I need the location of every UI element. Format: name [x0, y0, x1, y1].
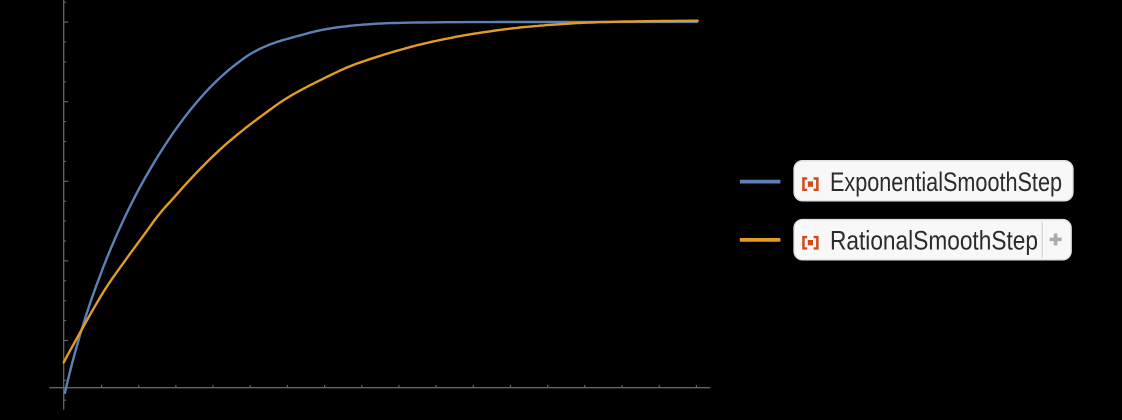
svg-text:RationalSmoothStep: RationalSmoothStep [830, 226, 1038, 256]
svg-text:ExponentialSmoothStep: ExponentialSmoothStep [830, 167, 1062, 197]
